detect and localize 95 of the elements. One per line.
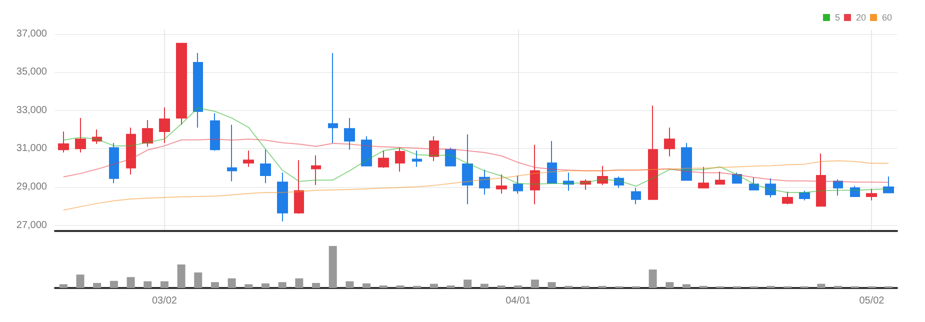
candlestick [344, 118, 355, 150]
candlestick [513, 174, 523, 194]
bar [76, 274, 84, 288]
bar [379, 285, 388, 288]
candlestick [109, 142, 119, 184]
candlestick [765, 178, 776, 198]
candlestick [664, 127, 675, 157]
candlestick [631, 187, 641, 205]
candlestick [749, 176, 759, 190]
bar [446, 285, 455, 288]
candlestick [311, 154, 321, 186]
bar [548, 282, 556, 288]
bar [530, 280, 539, 288]
bar [295, 278, 304, 288]
bar [278, 282, 286, 288]
legend-label: 5 [834, 12, 840, 22]
bar [497, 285, 506, 288]
candlestick [193, 52, 203, 128]
candlestick [429, 136, 439, 162]
bar [514, 285, 522, 288]
candlestick [210, 112, 220, 152]
bar [110, 280, 118, 288]
candlestick [260, 149, 271, 184]
candlestick [445, 147, 456, 166]
candlestick [732, 172, 742, 184]
candlestick [75, 118, 86, 154]
bar [464, 280, 472, 288]
legend-label: 60 [882, 12, 892, 22]
candlestick [547, 140, 557, 184]
bar [666, 282, 674, 288]
candlestick [833, 178, 843, 196]
candlestick [597, 165, 608, 186]
bar [312, 282, 320, 288]
bar [682, 284, 690, 288]
bar [228, 278, 236, 288]
candlestick [866, 188, 877, 201]
candlestick [126, 127, 136, 176]
candlestick [243, 150, 254, 168]
x-tick-label: 05/02 [859, 296, 885, 306]
candlestick [715, 171, 725, 185]
y-tick-label: 33,000 [16, 104, 48, 116]
bar [648, 270, 657, 288]
candlestick [159, 107, 170, 144]
candlestick [496, 174, 507, 194]
bar [328, 246, 337, 288]
candlestick [816, 152, 826, 207]
bar [177, 264, 186, 288]
bar [480, 284, 488, 288]
candlestick [698, 166, 709, 188]
candlestick [412, 150, 422, 168]
candlestick [328, 52, 338, 144]
candlestick [563, 172, 574, 192]
candlestick [58, 130, 69, 154]
bar [244, 284, 253, 288]
bar [144, 281, 152, 288]
bar [346, 281, 354, 288]
candlestick [142, 119, 153, 148]
candlestick [782, 191, 793, 205]
candlestick [361, 136, 372, 166]
candlestick [462, 134, 473, 205]
bar [817, 284, 826, 288]
bar [93, 282, 102, 288]
y-tick-label: 35,000 [16, 66, 48, 78]
legend-label: 20 [856, 12, 866, 22]
candlestick [294, 160, 304, 214]
candlestick [277, 172, 288, 222]
y-tick-label: 27,000 [16, 220, 48, 231]
bar [210, 282, 219, 288]
bar [59, 284, 68, 288]
candlestick [580, 178, 591, 190]
bar [262, 283, 270, 288]
bar [126, 277, 135, 288]
candlestick [176, 42, 187, 126]
candlestick [479, 169, 490, 196]
x-tick-label: 04/01 [506, 296, 532, 306]
candlestick [530, 144, 540, 205]
y-tick-label: 31,000 [16, 143, 48, 154]
x-tick-label: 03/02 [152, 296, 178, 306]
candlestick [799, 190, 810, 201]
candlestick [227, 124, 237, 182]
candlestick [850, 186, 860, 198]
candlestick [614, 176, 624, 188]
bar [396, 285, 404, 288]
bar [194, 272, 202, 288]
candlestick [92, 129, 102, 144]
y-tick-label: 37,000 [16, 28, 48, 40]
bar [160, 281, 168, 288]
y-tick-label: 29,000 [16, 181, 48, 192]
bar [430, 284, 438, 288]
candlestick [681, 142, 692, 181]
candlestick [378, 150, 389, 168]
candlestick [395, 147, 405, 172]
bar [362, 283, 371, 288]
candlestick [648, 105, 658, 200]
candlestick [883, 176, 894, 194]
